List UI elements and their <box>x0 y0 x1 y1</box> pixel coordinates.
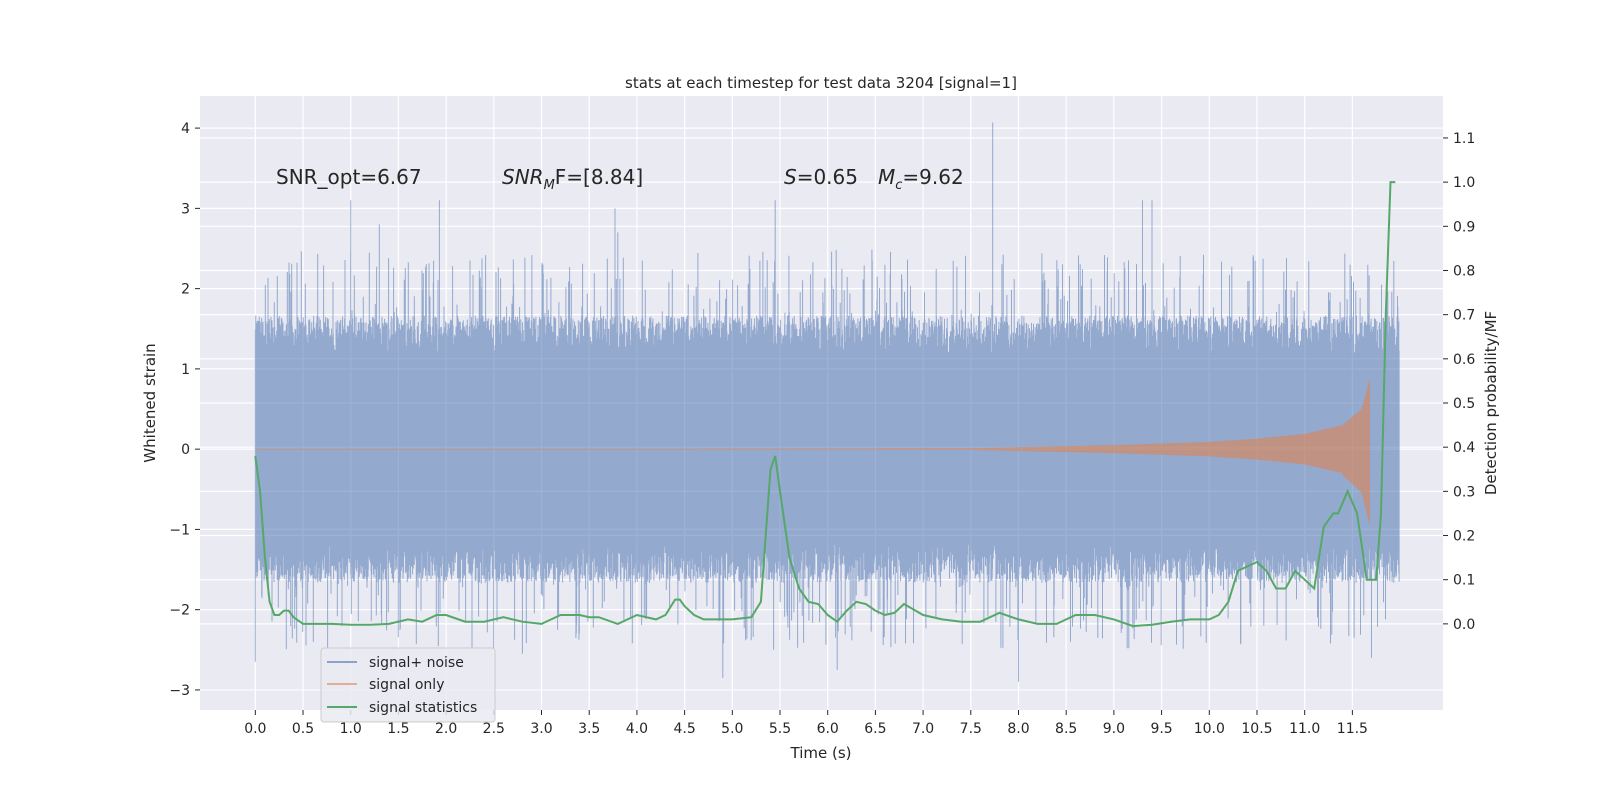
y-left-tick-label: −2 <box>169 603 190 619</box>
y-ticks-right: 1.1 1.0 0.9 0.8 0.7 0.6 0.5 0.4 0.3 0.2 0.1 0.0 <box>1443 131 1475 633</box>
y-left-tick-label: 1 <box>181 362 190 378</box>
x-tick-label: 11.5 <box>1337 721 1368 737</box>
x-axis-label: Time (s) <box>790 744 852 762</box>
x-tick-label: 6.0 <box>817 721 839 737</box>
x-tick-label: 8.0 <box>1007 721 1029 737</box>
x-ticks: 0.0 0.5 1.0 1.5 2.0 2.5 3.0 3.5 4.0 4.5 5.0 5.5 6.0 6… <box>244 710 1368 737</box>
y-right-tick-label: 0.8 <box>1453 263 1475 279</box>
x-tick-label: 7.5 <box>960 721 982 737</box>
x-tick-label: 4.5 <box>673 721 695 737</box>
x-tick-label: 9.5 <box>1150 721 1172 737</box>
x-tick-label: 11.0 <box>1289 721 1320 737</box>
mc-symbol: M <box>878 165 895 189</box>
annotation-snr-mf: SNRMF=[8.84] <box>502 165 643 193</box>
y-left-tick-label: 2 <box>181 282 190 298</box>
series-signal-only <box>255 380 1370 523</box>
chart-title: stats at each timestep for test data 320… <box>625 74 1017 92</box>
x-tick-label: 10.0 <box>1194 721 1225 737</box>
x-tick-label: 7.0 <box>912 721 934 737</box>
y-right-tick-label: 1.0 <box>1453 175 1475 191</box>
legend-label-signal-only: signal only <box>369 677 444 693</box>
x-tick-label: 9.0 <box>1103 721 1125 737</box>
x-tick-label: 0.0 <box>244 721 266 737</box>
annotation-mc: Mc=9.62 <box>878 165 964 193</box>
y-right-tick-label: 0.2 <box>1453 529 1475 545</box>
y-right-tick-label: 0.0 <box>1453 617 1475 633</box>
x-tick-label: 10.5 <box>1241 721 1272 737</box>
x-tick-label: 2.0 <box>435 721 457 737</box>
y-right-tick-label: 1.1 <box>1453 131 1475 147</box>
mc-sub: c <box>895 178 902 193</box>
legend: signal+ noise signal only signal statist… <box>320 647 496 723</box>
snr-mf-main: SNR <box>502 165 544 189</box>
snr-mf-rest: F=[8.84] <box>555 165 643 189</box>
x-tick-label: 4.0 <box>626 721 648 737</box>
x-tick-label: 3.5 <box>578 721 600 737</box>
y-right-tick-label: 0.4 <box>1453 440 1475 456</box>
x-tick-label: 5.5 <box>769 721 791 737</box>
series-line-signal-only <box>255 380 1370 523</box>
y-ticks-left: 4 3 2 1 0 −1 −2 −3 <box>169 121 200 699</box>
x-tick-label: 8.5 <box>1055 721 1077 737</box>
y-right-tick-label: 0.6 <box>1453 352 1475 368</box>
y-right-tick-label: 0.9 <box>1453 219 1475 235</box>
annotation-s: S=0.65 <box>784 165 858 189</box>
y-left-tick-label: 0 <box>181 442 190 458</box>
y-left-tick-label: −3 <box>169 683 190 699</box>
snr-mf-sub: M <box>544 178 555 193</box>
x-tick-label: 6.5 <box>864 721 886 737</box>
x-tick-label: 5.0 <box>721 721 743 737</box>
y-left-tick-label: −1 <box>169 522 190 538</box>
x-tick-label: 1.5 <box>387 721 409 737</box>
series-line-signal-statistics <box>254 181 1396 628</box>
y-left-tick-label: 4 <box>181 121 190 137</box>
x-tick-label: 3.0 <box>530 721 552 737</box>
y-axis-label-right: Detection probability/MF <box>1482 311 1500 495</box>
series-signal-statistics <box>254 181 1396 628</box>
legend-label-signal-statistics: signal statistics <box>369 700 477 716</box>
s-symbol: S <box>784 165 797 189</box>
mc-value: =9.62 <box>902 165 963 189</box>
y-right-tick-label: 0.1 <box>1453 573 1475 589</box>
legend-label-signal-noise: signal+ noise <box>369 655 464 671</box>
annotation-snr-opt: SNR_opt=6.67 <box>276 165 422 189</box>
y-left-tick-label: 3 <box>181 201 190 217</box>
x-tick-label: 0.5 <box>292 721 314 737</box>
x-tick-label: 1.0 <box>340 721 362 737</box>
x-tick-label: 2.5 <box>483 721 505 737</box>
y-right-tick-label: 0.7 <box>1453 308 1475 324</box>
legend-box <box>320 647 496 723</box>
s-value: =0.65 <box>797 165 858 189</box>
y-right-tick-label: 0.5 <box>1453 396 1475 412</box>
y-axis-label-left: Whitened strain <box>141 343 159 462</box>
y-right-tick-label: 0.3 <box>1453 484 1475 500</box>
